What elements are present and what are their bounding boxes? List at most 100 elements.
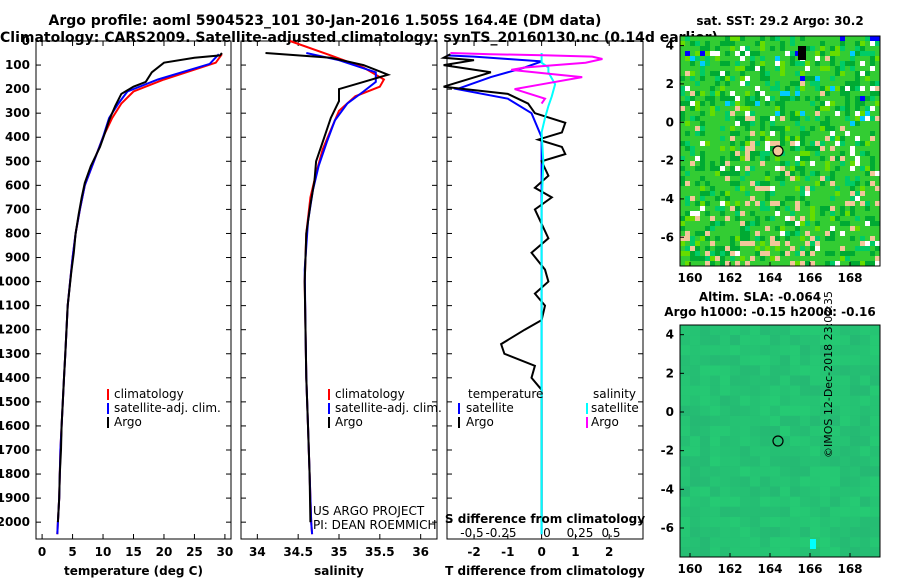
sla-map-cell [690, 516, 700, 527]
sst-map-cell [855, 111, 860, 116]
sst-map-cell [835, 86, 840, 91]
depth-tick-label: 0 [22, 34, 30, 48]
sst-map-cell [830, 131, 835, 136]
sla-map-cell [710, 527, 720, 538]
sst-map-cell [735, 116, 740, 121]
sst-map-cell [695, 131, 700, 136]
sst-map-cell [830, 86, 835, 91]
sst-map-cell [835, 216, 840, 221]
sst-map-cell [815, 181, 820, 186]
sst-map-cell [750, 146, 755, 151]
sla-map-cell [690, 486, 700, 497]
sst-map-cell [730, 131, 735, 136]
sst-map-cell [765, 176, 770, 181]
sla-map-cell [870, 496, 880, 507]
sla-map-cell [750, 365, 760, 376]
sst-map-cell [795, 231, 800, 236]
sla-map-cell [780, 355, 790, 366]
sst-map-cell [755, 186, 760, 191]
sst-map-cell [745, 101, 750, 106]
sst-map-cell [780, 106, 785, 111]
sst-map-cell [805, 116, 810, 121]
sst-map-cell [800, 86, 805, 91]
sst-map-cell [710, 86, 715, 91]
figure-title-line2: Climatology: CARS2009. Satellite-adjuste… [0, 30, 718, 46]
sst-map-cell [680, 86, 685, 91]
difference-series-s-satellite [540, 53, 557, 535]
sla-map-cell [740, 405, 750, 416]
sla-map-cell [860, 506, 870, 517]
sst-map-cell [840, 161, 845, 166]
sst-map-cell [820, 66, 825, 71]
sst-map-cell [840, 231, 845, 236]
sla-map-cell [770, 506, 780, 517]
sst-map-cell [690, 151, 695, 156]
sst-map-cell [700, 131, 705, 136]
sla-map-cell [790, 365, 800, 376]
sst-map-cell [845, 201, 850, 206]
sla-map-cell [780, 486, 790, 497]
sst-map-cell [815, 226, 820, 231]
sla-map-cell [680, 527, 690, 538]
sst-map-cell [680, 106, 685, 111]
sst-map-cell [715, 166, 720, 171]
sst-map-cell [765, 246, 770, 251]
sst-map-cell [860, 241, 865, 246]
sla-map-cell [730, 335, 740, 346]
sst-map-cell [760, 66, 765, 71]
sst-map-cell [795, 61, 800, 66]
sst-map-cell [725, 176, 730, 181]
sst-map-cell [775, 166, 780, 171]
sst-map-cell [805, 186, 810, 191]
sst-map-cell [800, 196, 805, 201]
sst-map-cell [750, 141, 755, 146]
sla-map-cell [870, 355, 880, 366]
sst-map-cell [725, 96, 730, 101]
sst-map-cell [775, 206, 780, 211]
sst-map-cell [830, 236, 835, 241]
sst-map-cell [855, 246, 860, 251]
sst-map-cell [695, 166, 700, 171]
sst-map-cell [805, 46, 810, 51]
sla-map-cell [830, 476, 840, 487]
sst-map-cell [760, 126, 765, 131]
sst-map-cell [800, 246, 805, 251]
sla-map-cell [690, 436, 700, 447]
sst-map-cell [690, 41, 695, 46]
sst-map-cell [850, 166, 855, 171]
sla-map-cell [710, 375, 720, 386]
sla-map-cell [820, 355, 830, 366]
sla-map-cell [830, 375, 840, 386]
sst-map-cell [820, 41, 825, 46]
sst-map-cell [860, 86, 865, 91]
sst-map-cell [685, 146, 690, 151]
sst-map-cell [810, 171, 815, 176]
sst-map-cell [760, 36, 765, 41]
sst-map-cell [725, 101, 730, 106]
sst-map-cell [860, 101, 865, 106]
sla-map-cell [850, 547, 860, 558]
sla-map-cell [870, 405, 880, 416]
sst-map-cell [795, 226, 800, 231]
depth-tick-label: 100 [5, 58, 30, 72]
sst-map-cell [775, 156, 780, 161]
sst-map-cell [710, 191, 715, 196]
sst-map-cell [680, 141, 685, 146]
sla-map-cell [770, 375, 780, 386]
sla-map-cell [700, 486, 710, 497]
sla-map-cell [870, 537, 880, 548]
diff-top-xtick-label: -0.5 [460, 526, 483, 540]
sla-map-cell [770, 345, 780, 356]
sst-map-cell [715, 81, 720, 86]
sst-map-cell [790, 141, 795, 146]
sla-map-cell [760, 405, 770, 416]
sst-map-cell [700, 141, 705, 146]
sla-map-cell [720, 547, 730, 558]
sst-map-cell [735, 101, 740, 106]
sst-map-cell [870, 116, 875, 121]
sla-map-cell [810, 345, 820, 356]
sst-map-cell [785, 96, 790, 101]
sst-map-cell [785, 231, 790, 236]
sst-map-cell [800, 236, 805, 241]
difference-series-argo [440, 53, 567, 523]
